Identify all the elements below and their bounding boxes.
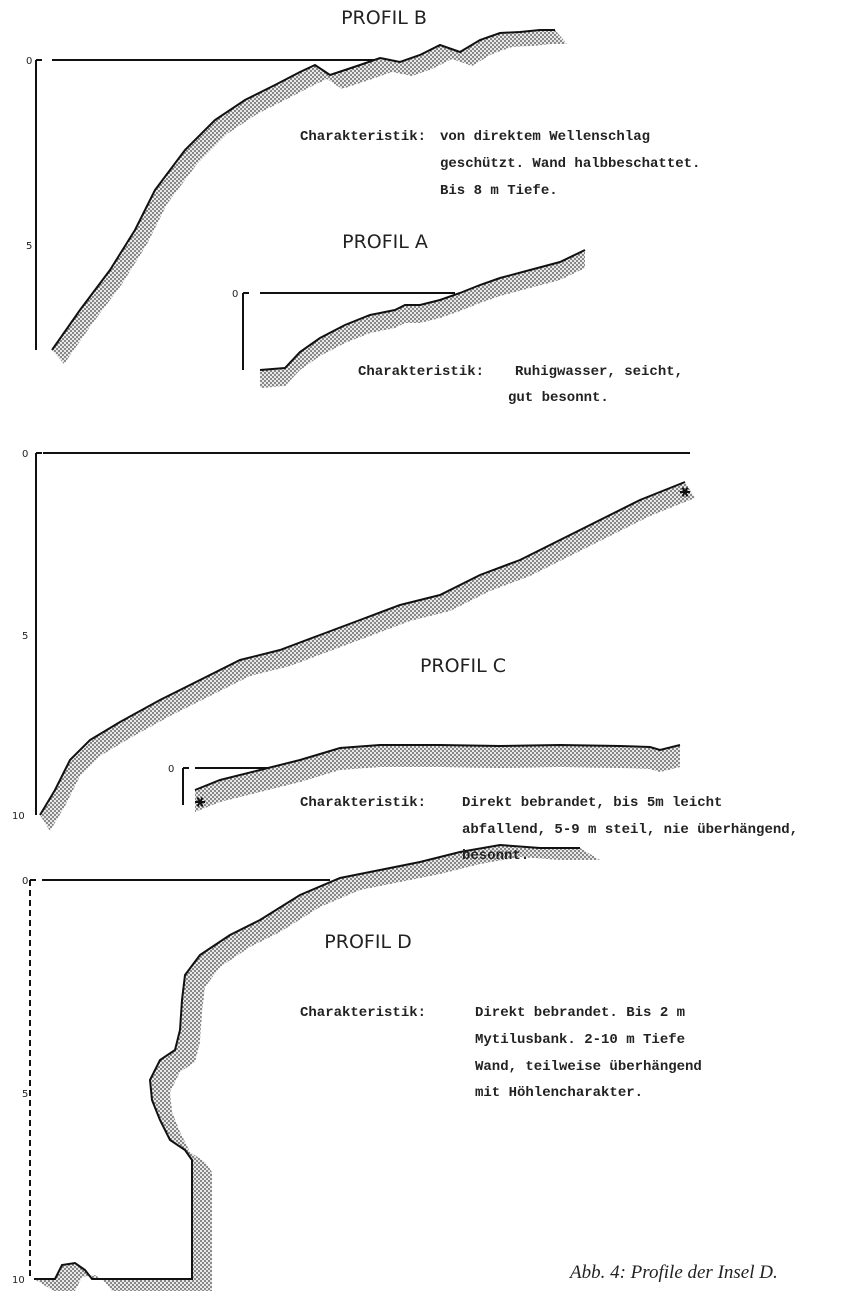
depth-label: 10	[12, 811, 25, 822]
depth-label: 0	[22, 876, 28, 887]
figure: PROFIL B 0 5 Charakteristik: von direkte…	[0, 0, 856, 1304]
text-line: Direkt bebrandet. Bis 2 m	[475, 1005, 685, 1021]
depth-label: 0	[26, 56, 32, 67]
label: Charakteristik:	[300, 1005, 426, 1021]
profile-title: PROFIL D	[324, 931, 411, 953]
text-line: geschützt. Wand halbbeschattet.	[440, 156, 700, 172]
caption: Abb. 4: Profile der Insel D.	[568, 1262, 778, 1283]
text-line: Ruhigwasser, seicht,	[515, 364, 683, 380]
depth-label: 0	[232, 289, 238, 300]
text-line: Bis 8 m Tiefe.	[440, 183, 558, 199]
profile-title: PROFIL C	[420, 655, 506, 677]
depth-label: 5	[26, 241, 32, 252]
text-line: Wand, teilweise überhängend	[475, 1059, 702, 1075]
depth-label: 10	[12, 1275, 25, 1286]
label: Charakteristik:	[300, 129, 426, 145]
rock-band	[40, 482, 695, 831]
profile-title: PROFIL A	[342, 231, 428, 253]
text-line: besonnt.	[462, 848, 529, 864]
label: Charakteristik:	[300, 795, 426, 811]
text-line: Direkt bebrandet, bis 5m leicht	[462, 795, 722, 811]
text-line: von direktem Wellenschlag	[440, 129, 650, 145]
profiles	[30, 30, 695, 1291]
label: Charakteristik:	[358, 364, 484, 380]
text-line: Mytilusbank. 2-10 m Tiefe	[475, 1032, 685, 1048]
text-line: mit Höhlencharakter.	[475, 1085, 643, 1101]
depth-label: 5	[22, 1089, 28, 1100]
profile-title: PROFIL B	[341, 7, 427, 29]
text-line: gut besonnt.	[508, 390, 609, 406]
depth-label: 0	[22, 449, 28, 460]
depth-label: 0	[168, 764, 174, 775]
text-line: abfallend, 5-9 m steil, nie überhängend,	[462, 822, 798, 838]
depth-label: 5	[22, 631, 28, 642]
